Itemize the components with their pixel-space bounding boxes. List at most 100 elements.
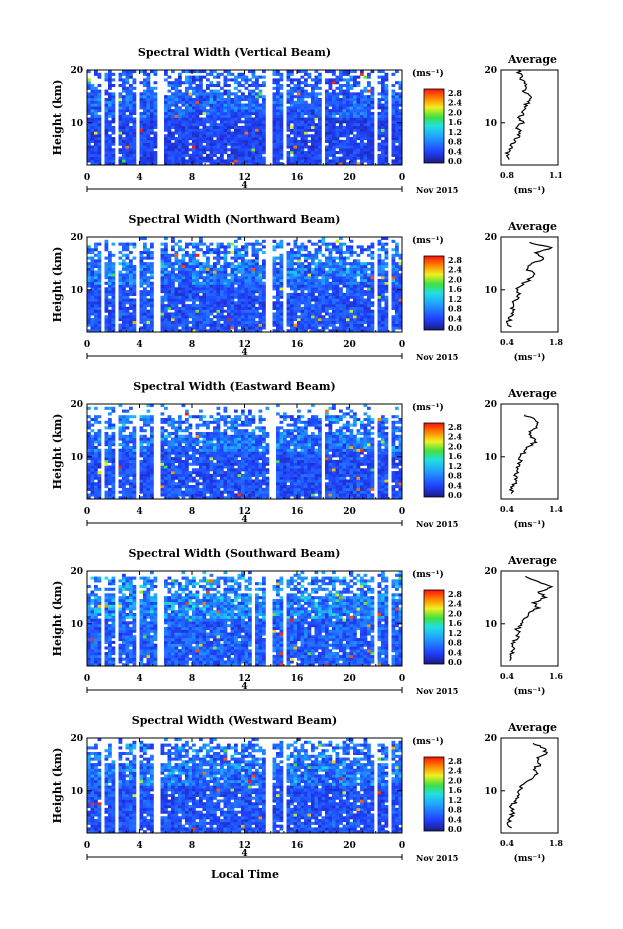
heatmap-cell: [122, 485, 126, 489]
heatmap-cell: [87, 139, 91, 143]
heatmap-cell: [353, 276, 357, 280]
heatmap-cell: [367, 97, 371, 102]
heatmap-cell: [307, 111, 312, 115]
heatmap-cell: [216, 100, 221, 104]
heatmap-cell: [370, 125, 375, 129]
heatmap-cell: [97, 440, 102, 444]
heatmap-cell: [108, 267, 112, 271]
heatmap-cell: [363, 262, 368, 266]
heatmap-cell: [146, 100, 151, 104]
x-tick-label: 12: [238, 173, 251, 183]
heatmap-cell: [167, 106, 172, 110]
heatmap-cell: [230, 276, 235, 280]
heatmap-cell: [178, 120, 182, 124]
heatmap-cell: [216, 295, 221, 299]
heatmap-cell: [244, 273, 249, 277]
heatmap-cell: [251, 259, 256, 263]
colorbar-tick-label: 0.0: [448, 323, 462, 333]
heatmap-cell: [129, 482, 133, 486]
heatmap-cell: [111, 312, 116, 316]
heatmap-cell: [118, 270, 123, 274]
heatmap-cell: [87, 92, 91, 96]
heatmap-cell: [181, 315, 186, 319]
heatmap-cell: [272, 323, 277, 327]
heatmap-cell: [223, 128, 228, 132]
heatmap-cell: [174, 92, 179, 96]
heatmap-cell: [94, 242, 98, 246]
heatmap-cell: [353, 287, 357, 291]
heatmap-cell: [125, 70, 130, 74]
heatmap-cell: [192, 117, 196, 121]
heatmap-cell: [325, 97, 329, 102]
heatmap-cell: [255, 92, 259, 96]
heatmap-cell: [143, 97, 147, 102]
heatmap-cell: [164, 72, 168, 76]
heatmap-cell: [304, 278, 308, 282]
heatmap-cell: [209, 125, 214, 129]
heatmap-cell: [230, 320, 235, 324]
heatmap-cell: [363, 125, 368, 129]
heatmap-cell: [248, 106, 252, 110]
heatmap-cell: [230, 270, 235, 274]
heatmap-cell: [300, 253, 305, 257]
heatmap-cell: [237, 320, 242, 324]
heatmap-cell: [90, 273, 95, 277]
heatmap-cell: [164, 237, 168, 241]
heatmap-cell: [90, 162, 95, 166]
heatmap-cell: [234, 100, 238, 104]
heatmap-cell: [370, 295, 375, 299]
heatmap-cell: [174, 323, 179, 327]
heatmap-cell: [314, 131, 319, 135]
heatmap-cell: [132, 281, 137, 285]
heatmap-cell: [139, 253, 144, 257]
heatmap-cell: [377, 137, 382, 141]
heatmap-cell: [199, 326, 203, 330]
heatmap-cell: [377, 123, 382, 127]
heatmap-cell: [325, 162, 329, 166]
heatmap-cell: [104, 465, 109, 469]
heatmap-cell: [94, 139, 98, 143]
heatmap-cell: [188, 134, 193, 138]
heatmap-cell: [360, 264, 364, 269]
heatmap-cell: [342, 326, 347, 330]
heatmap-cell: [125, 443, 130, 447]
heatmap-cell: [192, 262, 196, 266]
heatmap-cell: [318, 250, 322, 255]
heatmap-cell: [111, 151, 116, 155]
heatmap-cell: [318, 128, 322, 132]
heatmap-cell: [370, 86, 375, 90]
heatmap-cell: [132, 496, 137, 500]
heatmap-cell: [297, 153, 301, 157]
heatmap-cell: [346, 137, 350, 141]
heatmap-cell: [290, 97, 294, 102]
heatmap-cell: [293, 106, 298, 110]
heatmap-cell: [391, 304, 396, 308]
heatmap-cell: [167, 109, 172, 113]
heatmap-cell: [321, 253, 326, 257]
heatmap-cell: [335, 103, 340, 107]
heatmap-cell: [153, 125, 158, 129]
heatmap-cell: [272, 312, 277, 316]
heatmap-cell: [139, 304, 144, 308]
x-tick-label: 8: [189, 340, 195, 350]
heatmap-cell: [139, 315, 144, 319]
heatmap-cell: [104, 448, 109, 452]
heatmap-cell: [356, 262, 361, 266]
heatmap-cell: [311, 256, 315, 260]
heatmap-cell: [335, 109, 340, 113]
heatmap-cell: [150, 145, 154, 149]
heatmap-cell: [108, 471, 112, 475]
heatmap-cell: [325, 312, 329, 316]
heatmap-cell: [307, 264, 312, 269]
heatmap-cell: [346, 151, 350, 155]
heatmap-cell: [167, 278, 172, 282]
heatmap-cell: [321, 281, 326, 285]
avg-x-tick-label: 1.1: [549, 170, 563, 180]
heatmap-cell: [178, 109, 182, 113]
heatmap-cell: [353, 137, 357, 141]
heatmap-cell: [293, 292, 298, 296]
heatmap-cell: [251, 273, 256, 277]
heatmap-cell: [132, 329, 137, 333]
heatmap-cell: [318, 309, 322, 313]
heatmap-cell: [241, 95, 245, 99]
